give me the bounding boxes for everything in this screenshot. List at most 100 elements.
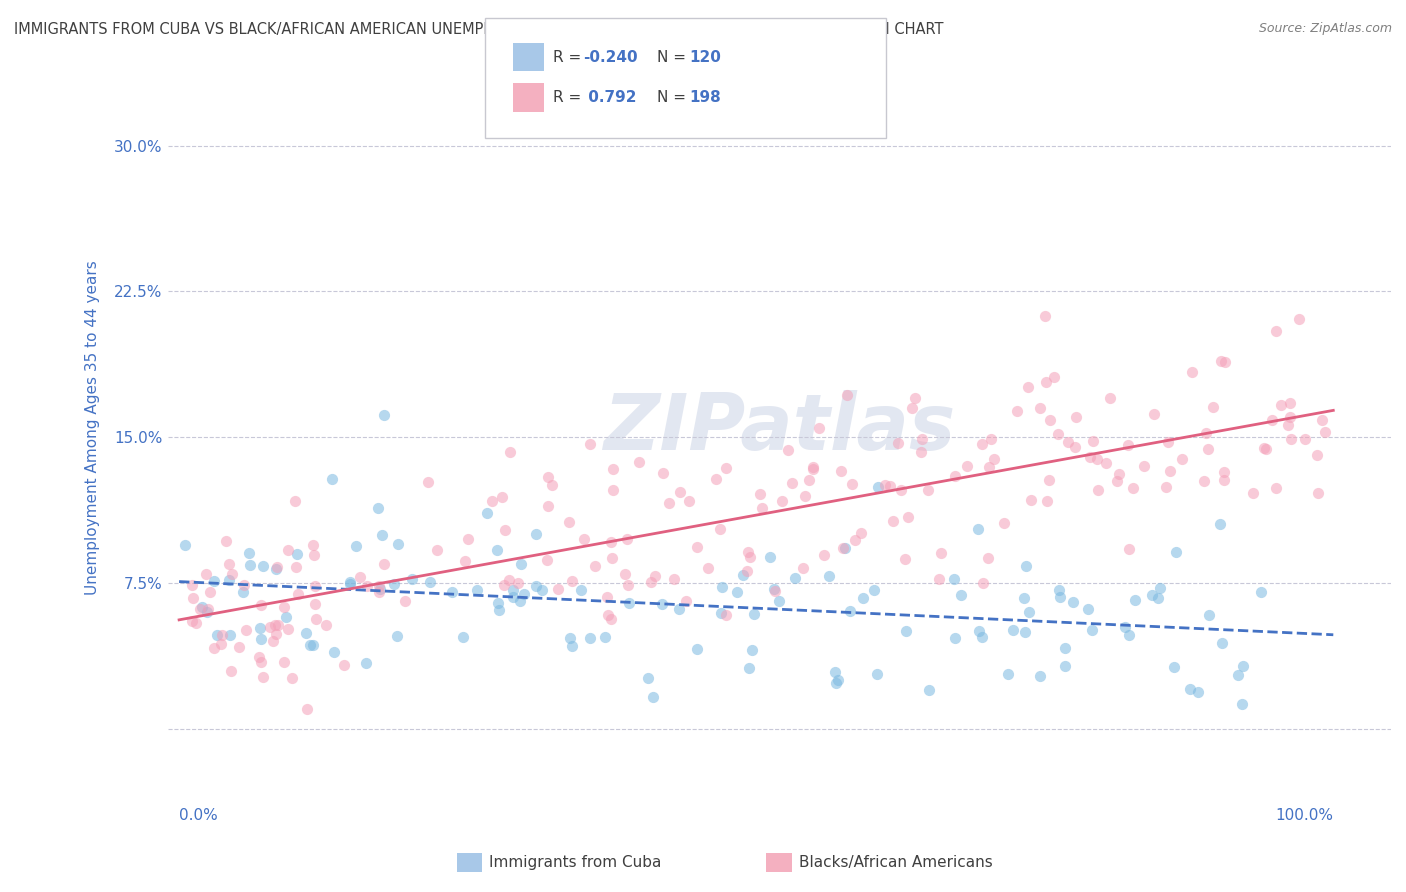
Point [844,533,866,548]
Point [669,485,692,500]
Point [373,557,395,571]
Point [202,641,225,656]
Point [221,567,243,582]
Point [817,569,839,583]
Point [967,522,990,536]
Point [401,572,423,586]
Point [509,557,531,571]
Point [368,585,391,599]
Point [1208,516,1230,531]
Point [664,572,686,586]
Point [1211,636,1233,650]
Point [977,551,1000,566]
Point [1232,697,1254,711]
Point [1192,474,1215,488]
Point [956,458,979,473]
Point [1108,467,1130,482]
Point [1054,641,1077,656]
Y-axis label: Unemployment Among Ages 35 to 44 years: Unemployment Among Ages 35 to 44 years [86,260,100,595]
Point [273,655,295,669]
Point [451,630,474,644]
Point [972,575,994,590]
Point [797,473,820,487]
Point [537,499,560,513]
Point [731,567,754,582]
Point [502,590,524,604]
Point [602,462,624,476]
Point [1029,669,1052,683]
Point [1019,493,1042,508]
Point [494,523,516,537]
Point [1197,442,1219,457]
Point [993,516,1015,530]
Point [197,602,219,616]
Text: IMMIGRANTS FROM CUBA VS BLACK/AFRICAN AMERICAN UNEMPLOYMENT AMONG AGES 35 TO 44 : IMMIGRANTS FROM CUBA VS BLACK/AFRICAN AM… [14,22,943,37]
Point [465,582,488,597]
Point [1114,620,1136,634]
Point [1035,375,1057,389]
Point [709,606,731,620]
Point [1306,486,1329,500]
Point [1288,312,1310,326]
Point [368,582,391,596]
Point [616,532,638,546]
Point [426,543,449,558]
Point [613,566,636,581]
Point [917,483,939,498]
Text: 0.792: 0.792 [583,90,637,104]
Point [1017,380,1039,394]
Point [180,614,202,628]
Point [1264,324,1286,338]
Point [354,656,377,670]
Point [1178,681,1201,696]
Point [1195,425,1218,440]
Point [302,538,325,552]
Point [675,594,697,608]
Point [1005,404,1028,418]
Point [1118,628,1140,642]
Point [697,561,720,575]
Point [1232,659,1254,673]
Point [218,573,240,587]
Point [918,683,941,698]
Point [1241,486,1264,500]
Point [321,472,343,486]
Point [233,578,256,592]
Point [651,597,673,611]
Point [494,577,516,591]
Text: 0.0%: 0.0% [179,808,218,823]
Point [250,632,273,646]
Point [281,671,304,685]
Point [211,628,233,642]
Point [1261,413,1284,427]
Point [304,597,326,611]
Point [547,582,569,596]
Point [276,610,298,624]
Point [1056,435,1078,450]
Text: Source: ZipAtlas.com: Source: ZipAtlas.com [1258,22,1392,36]
Point [1181,365,1204,379]
Point [578,631,600,645]
Text: 100.0%: 100.0% [1275,808,1333,823]
Point [945,631,967,645]
Point [849,526,872,541]
Point [839,604,862,618]
Point [875,478,897,492]
Point [1014,591,1036,605]
Point [284,493,307,508]
Point [1226,667,1249,681]
Point [1081,624,1104,638]
Point [980,432,1002,446]
Point [560,631,582,645]
Point [502,582,524,597]
Point [794,489,817,503]
Point [252,559,274,574]
Point [1014,624,1036,639]
Point [250,599,273,613]
Point [305,612,328,626]
Point [894,624,917,639]
Point [295,626,318,640]
Point [910,432,932,446]
Point [277,622,299,636]
Point [1087,483,1109,497]
